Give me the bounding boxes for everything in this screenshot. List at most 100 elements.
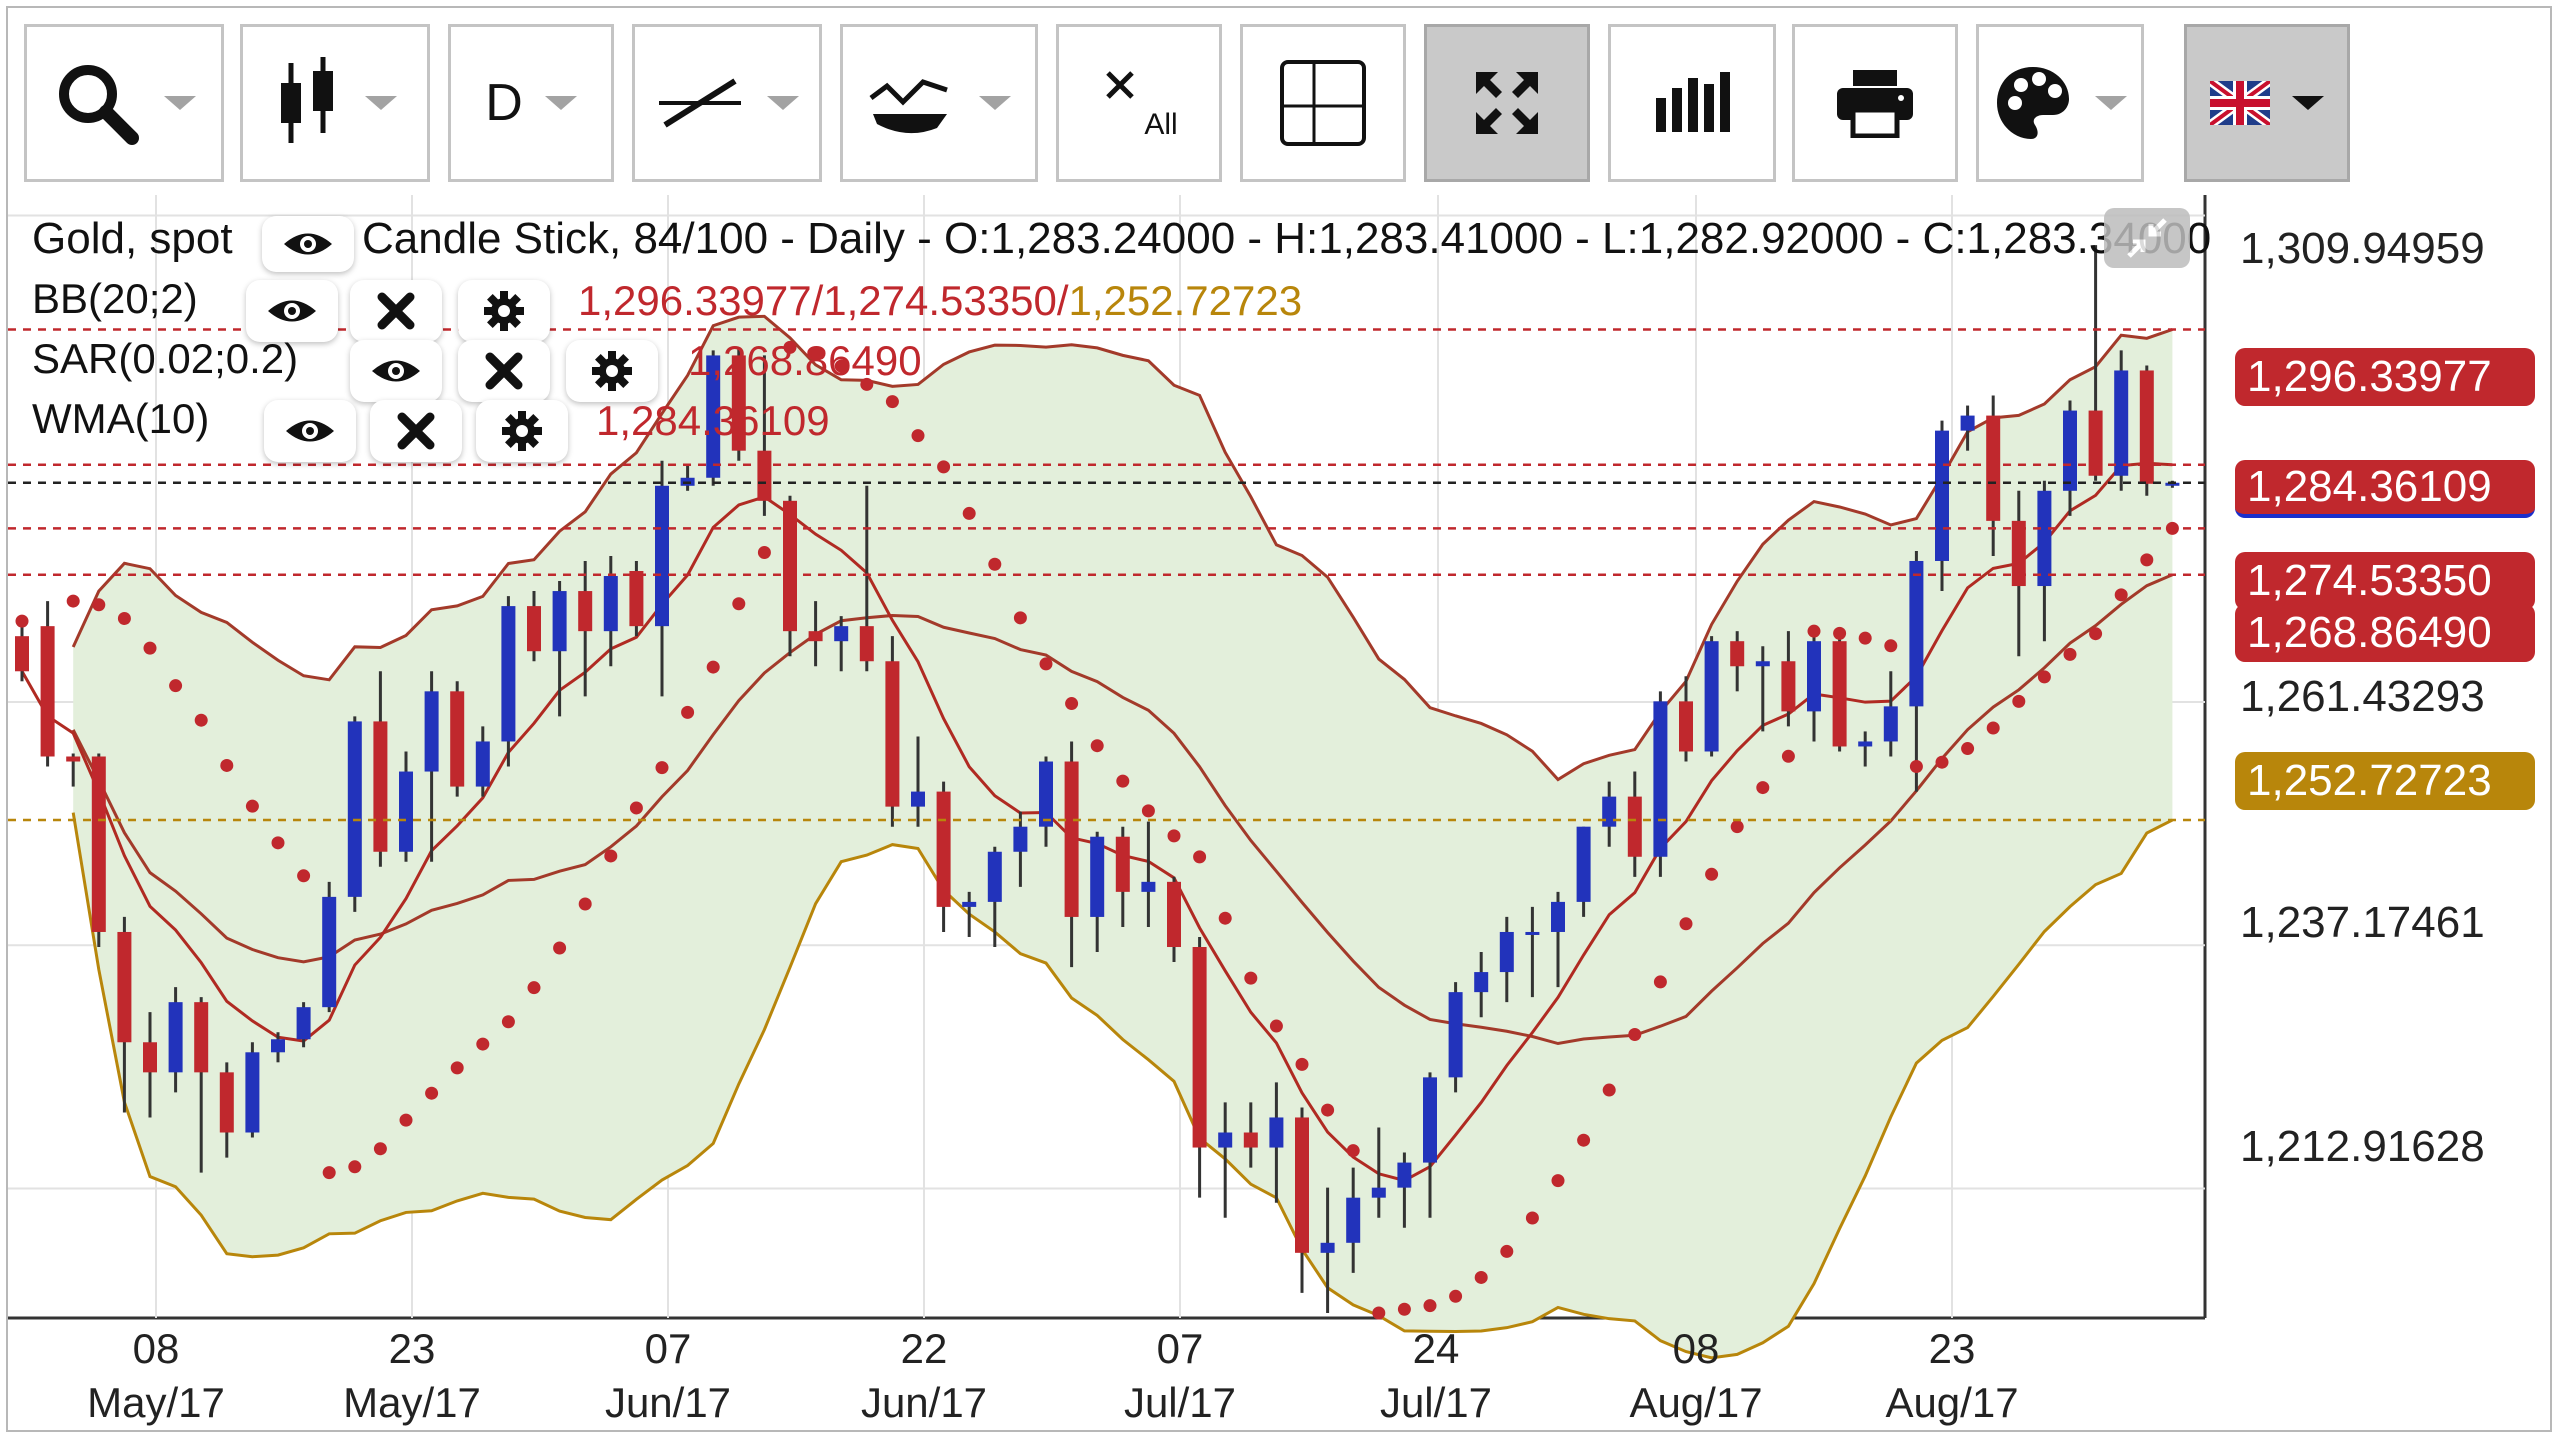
- sar-dot: [1858, 631, 1872, 645]
- candle-bearish: [143, 1042, 157, 1073]
- crosshair-button[interactable]: [1240, 24, 1406, 182]
- sar-dot: [143, 641, 157, 655]
- remove-all-label: All: [1144, 108, 1178, 141]
- chevron-down-icon: [365, 96, 397, 110]
- remove-all-button[interactable]: All: [1056, 24, 1222, 182]
- sar-remove-button[interactable]: [458, 340, 550, 402]
- sar-dot: [117, 611, 131, 625]
- x-axis-month: Aug/17: [1885, 1379, 2019, 1426]
- period-button[interactable]: D: [448, 24, 614, 182]
- x-axis-label: 23 May/17: [312, 1322, 512, 1430]
- sar-dot: [655, 761, 669, 775]
- sar-dot: [553, 941, 567, 955]
- candle-bullish: [1090, 836, 1105, 917]
- bb-upper-price-tag: 1,296.33977: [2235, 348, 2535, 406]
- bb-upper-line: [71, 314, 2173, 782]
- drawing-tools-button[interactable]: [840, 24, 1038, 182]
- sar-dot: [1269, 1019, 1283, 1033]
- chart-type-button[interactable]: [240, 24, 430, 182]
- indicators-button[interactable]: [632, 24, 822, 182]
- candle-bullish: [1935, 430, 1949, 561]
- candle-bearish: [885, 661, 900, 807]
- candle-bearish: [373, 721, 388, 852]
- sar-dot: [1295, 1057, 1309, 1071]
- candle-bullish: [655, 485, 669, 627]
- bb-settings-button[interactable]: [458, 280, 550, 342]
- chevron-down-icon: [544, 96, 577, 110]
- sar-dot: [1781, 749, 1795, 763]
- wma-visibility-button[interactable]: [264, 400, 356, 462]
- sar-dot: [1935, 755, 1949, 769]
- candle-bullish: [1448, 992, 1463, 1078]
- bb-values: 1,296.33977/1,274.53350/1,252.72723: [578, 277, 1302, 325]
- crosshair-icon: [1280, 60, 1366, 146]
- candle-bullish: [1499, 931, 1514, 973]
- candle-bearish: [219, 1072, 234, 1133]
- sar-dot: [629, 801, 643, 815]
- candle-bearish: [578, 591, 593, 632]
- collapse-legend-button[interactable]: [2104, 208, 2190, 268]
- sar-dot: [1218, 911, 1232, 925]
- sar-dot: [885, 395, 899, 409]
- gear-icon: [502, 411, 542, 451]
- fullscreen-icon: [1476, 72, 1538, 134]
- candle-bullish: [1551, 901, 1565, 932]
- candle-bullish: [322, 896, 337, 1008]
- print-button[interactable]: [1792, 24, 1958, 182]
- candle-bearish: [1167, 881, 1181, 948]
- sar-dot: [297, 869, 311, 883]
- candle-bullish: [399, 771, 413, 852]
- sar-dot: [1909, 760, 1923, 774]
- sar-dot: [2012, 694, 2026, 708]
- candle-bearish: [757, 450, 772, 501]
- candle-bearish: [91, 756, 106, 932]
- search-button[interactable]: [24, 24, 224, 182]
- fullscreen-button[interactable]: [1424, 24, 1590, 182]
- sar-dot: [1500, 1244, 1514, 1258]
- sar-visibility-button[interactable]: [350, 340, 442, 402]
- sar-dot: [681, 705, 695, 719]
- sar-dot: [834, 359, 848, 373]
- theme-button[interactable]: [1976, 24, 2144, 182]
- palette-icon: [1997, 67, 2069, 139]
- sar-dot: [1628, 1028, 1642, 1042]
- toggle-visibility-button[interactable]: [262, 216, 354, 272]
- language-button[interactable]: [2184, 24, 2350, 182]
- bb-middle-value: 1,274.53350: [823, 277, 1057, 324]
- candle-bullish: [2165, 482, 2180, 486]
- sar-dot: [1013, 611, 1027, 625]
- x-axis-month: May/17: [87, 1379, 225, 1426]
- candle-bearish: [194, 1002, 209, 1073]
- sar-dot: [15, 614, 29, 628]
- sar-dot: [1449, 1289, 1463, 1303]
- sar-dot: [962, 506, 976, 520]
- sar-price-tag: 1,268.86490: [2235, 604, 2535, 662]
- candle-bearish: [1295, 1117, 1309, 1253]
- bb-visibility-button[interactable]: [246, 280, 338, 342]
- sar-settings-button[interactable]: [566, 340, 658, 402]
- candlestick-icon: [281, 57, 333, 143]
- sar-dot: [527, 981, 541, 995]
- x-axis-day: 08: [1672, 1325, 1720, 1372]
- candle-bullish: [475, 741, 490, 787]
- candle-bullish: [1602, 796, 1617, 827]
- x-axis-day: 23: [388, 1325, 436, 1372]
- toolbar: D All: [0, 0, 2560, 190]
- sar-dot: [1833, 626, 1847, 640]
- candle-bullish: [245, 1052, 260, 1133]
- sar-dot: [783, 340, 797, 354]
- gear-icon: [484, 291, 524, 331]
- sar-dot: [1653, 975, 1667, 989]
- chevron-down-icon: [979, 96, 1011, 110]
- sar-dot: [1525, 1211, 1539, 1225]
- bb-remove-button[interactable]: [350, 280, 442, 342]
- bb-lower-line: [71, 812, 2174, 1360]
- wma-price-tag: 1,284.36109: [2235, 460, 2535, 518]
- candle-bullish: [1909, 560, 1924, 707]
- wma-remove-button[interactable]: [370, 400, 462, 462]
- volume-button[interactable]: [1608, 24, 1776, 182]
- wma-settings-button[interactable]: [476, 400, 568, 462]
- candle-bullish: [552, 591, 567, 652]
